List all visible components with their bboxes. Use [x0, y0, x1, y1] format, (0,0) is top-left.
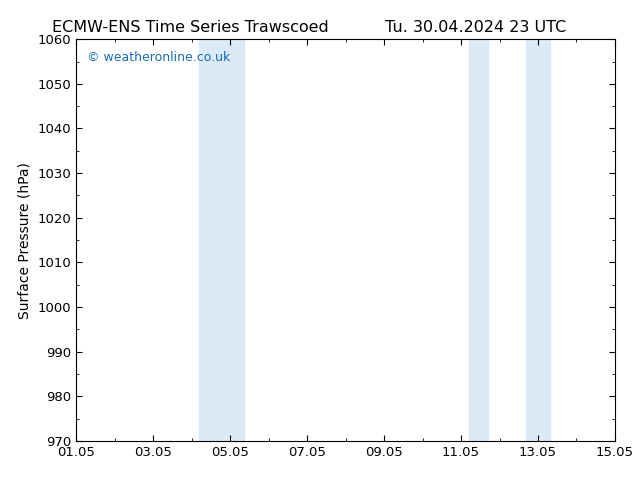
Text: © weatheronline.co.uk: © weatheronline.co.uk	[87, 51, 230, 64]
Bar	[199, 39, 224, 441]
Bar	[224, 39, 243, 441]
Y-axis label: Surface Pressure (hPa): Surface Pressure (hPa)	[18, 162, 32, 318]
Text: ECMW-ENS Time Series Trawscoed: ECMW-ENS Time Series Trawscoed	[52, 20, 328, 35]
Bar	[469, 39, 488, 441]
Bar	[526, 39, 550, 441]
Text: Tu. 30.04.2024 23 UTC: Tu. 30.04.2024 23 UTC	[385, 20, 566, 35]
